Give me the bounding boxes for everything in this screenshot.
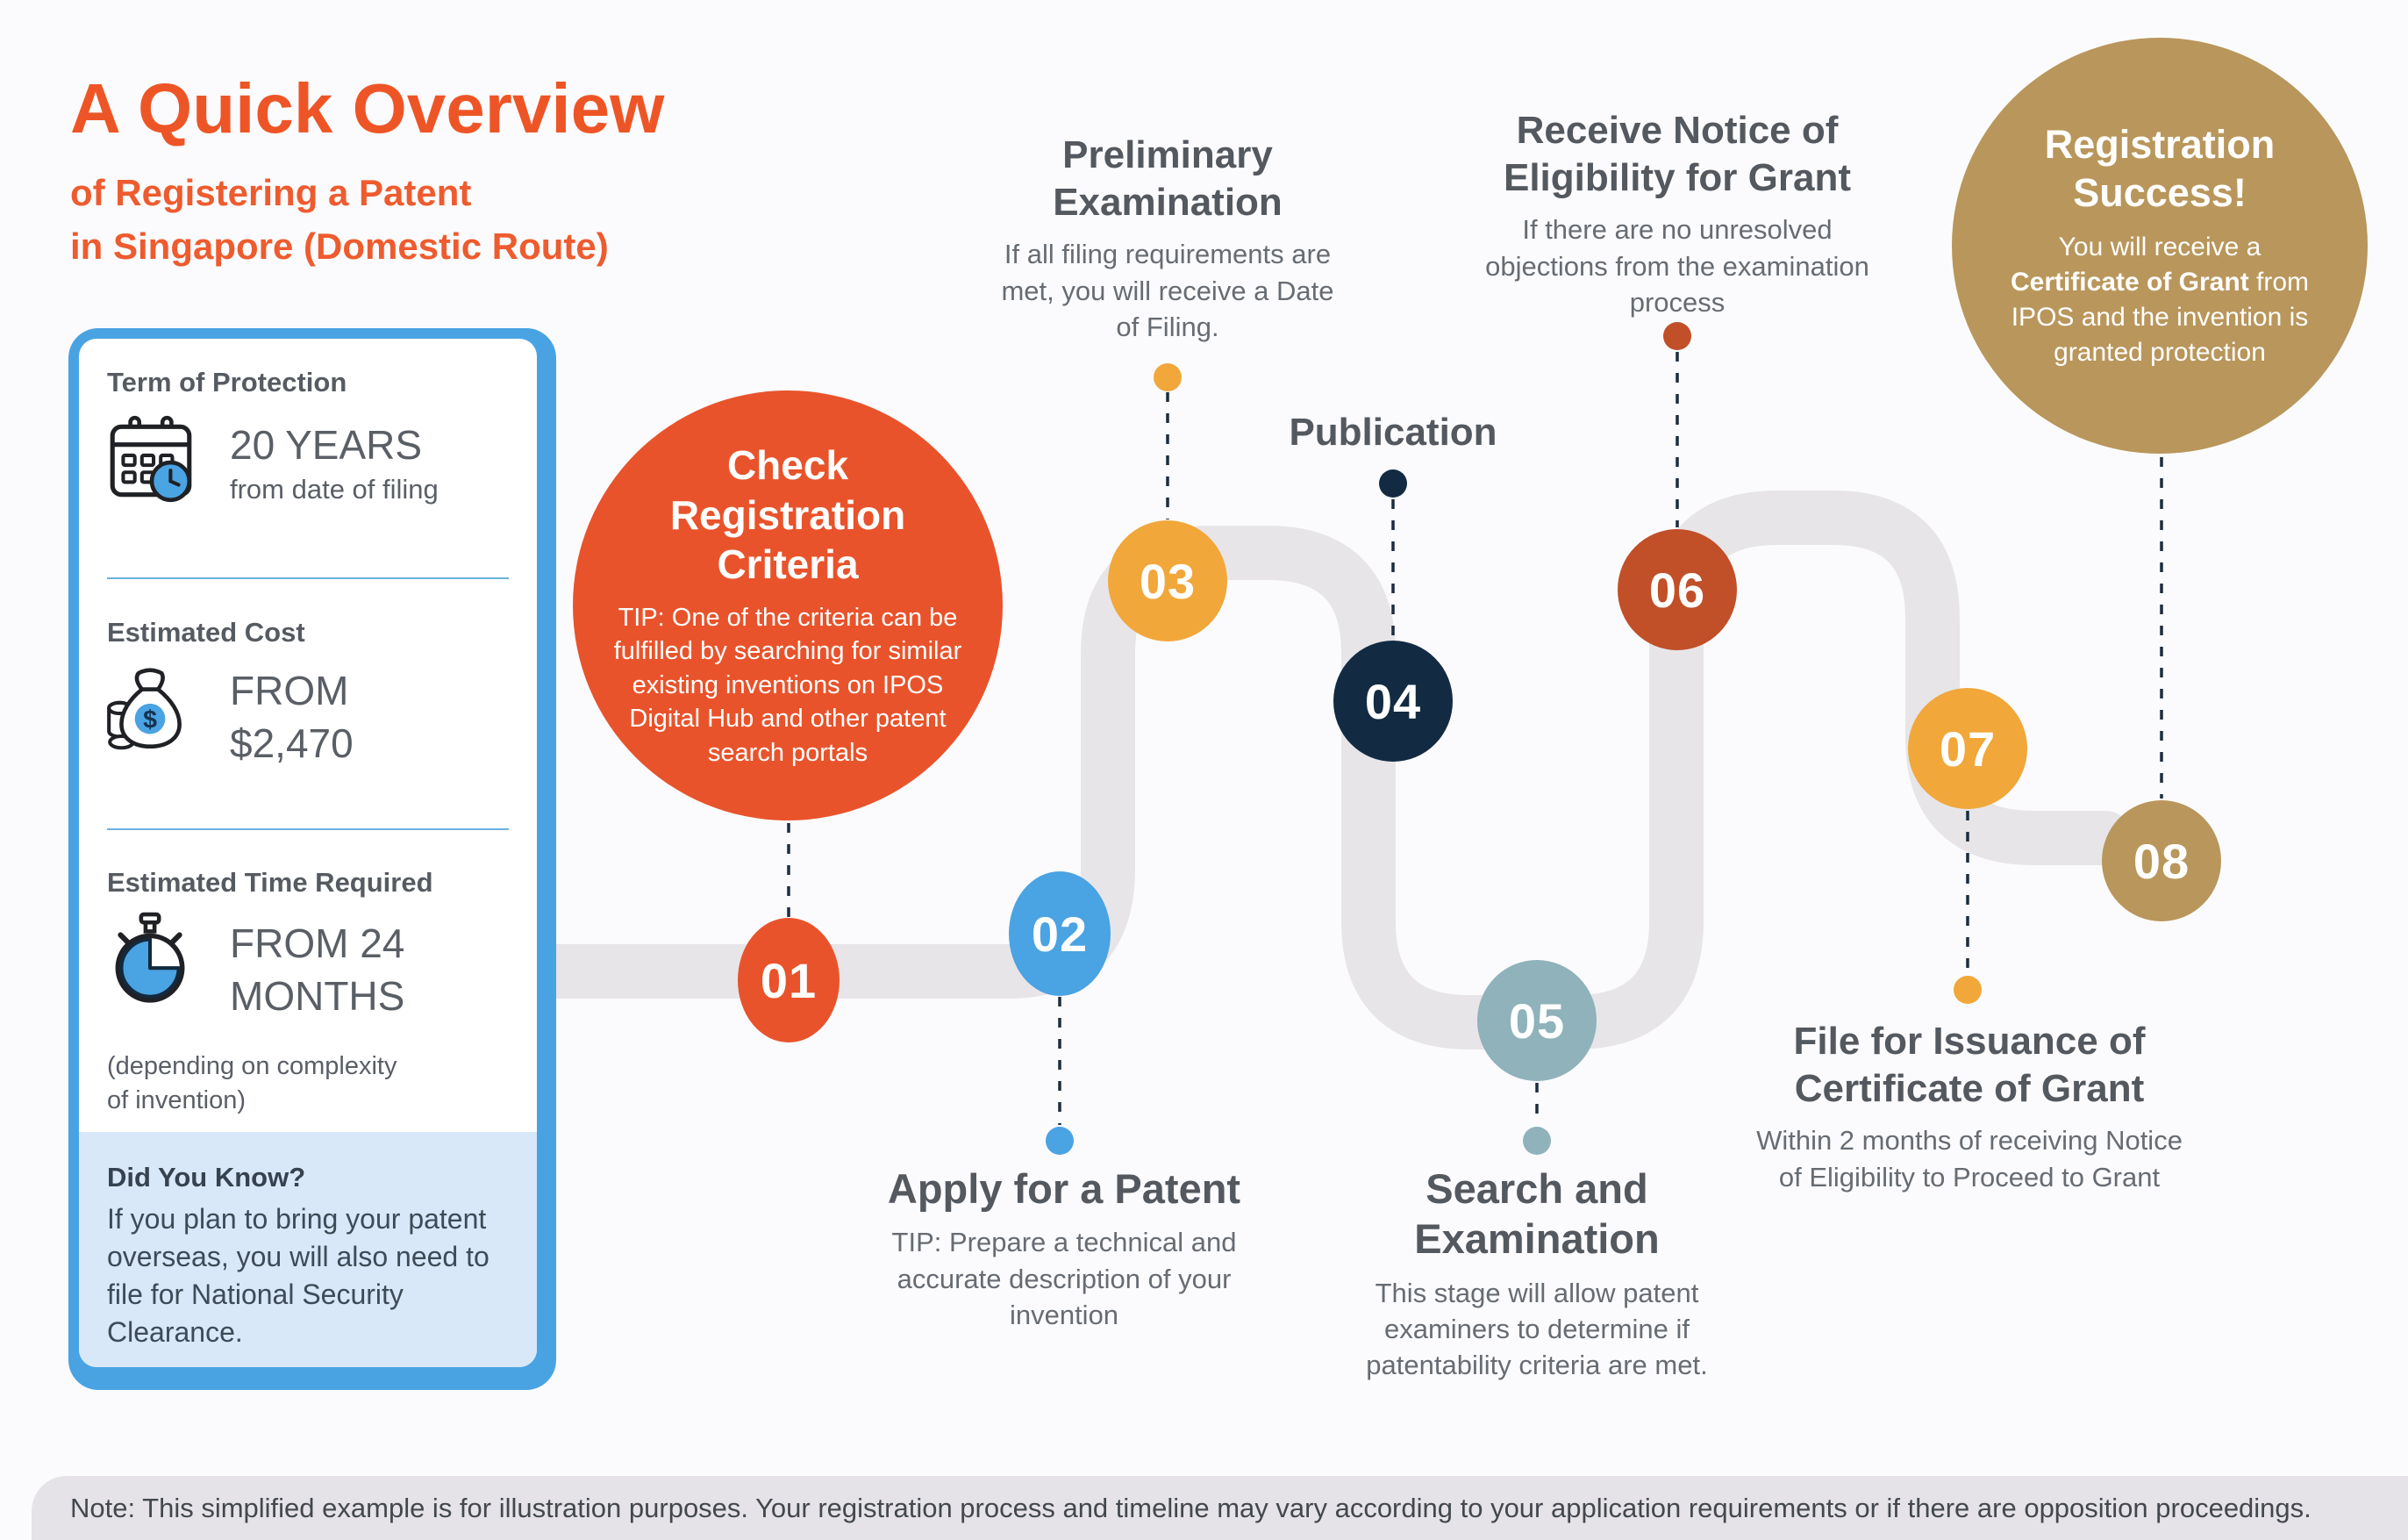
page-subtitle-line2: in Singapore (Domestic Route) [70,225,609,267]
badge-03-number: 03 [1139,553,1197,609]
calendar-clock-icon [102,409,200,511]
badge-08-number: 08 [2133,833,2190,889]
footer-note-bar: Note: This simplified example is for ill… [32,1476,2408,1540]
money-bag-icon: $ [100,660,198,762]
term-years: 20 YEARS [230,422,423,468]
did-you-know-title: Did You Know? [107,1162,306,1193]
step-1-title: Check Registration Criteria [669,442,906,587]
page-subtitle-line1: of Registering a Patent [70,172,472,213]
page-title: A Quick Overview [70,69,665,147]
step-6-title: Receive Notice of Eligibility for Grant [1503,109,1852,199]
step-1-desc: TIP: One of the criteria can be fulfille… [613,603,962,767]
step-8-desc: You will receive a Certificate of Grant … [2007,230,2312,370]
step-8-desc-post: from IPOS and the invention is granted p… [2011,268,2310,367]
time-complexity-note: (depending on complexity of invention) [107,1052,397,1115]
dot-publication [1379,469,1407,498]
step-8-title: Registration Success! [2044,122,2276,216]
step-3-text-block: Preliminary Examination If all filing re… [992,132,1343,345]
badge-06-number: 06 [1648,562,1706,618]
badge-08: 08 [2102,800,2221,921]
term-of-protection-value: 20 YEARS from date of filing [230,419,439,507]
dot-preliminary-examination [1154,363,1182,391]
step-7-title: File for Issuance of Certificate of Gran… [1793,1020,2146,1110]
dot-notice-eligibility [1663,322,1691,350]
step-3-title: Preliminary Examination [1053,133,1283,224]
time-from: FROM 24 [230,920,405,966]
step-6-desc: If there are no unresolved objections fr… [1485,214,1869,318]
step-8-registration-success-circle: Registration Success! You will receive a… [1952,38,2368,454]
estimated-time-label: Estimated Time Required [107,867,433,898]
badge-01-number: 01 [760,952,818,1008]
step-7-desc: Within 2 months of receiving Notice of E… [1756,1125,2183,1193]
step-5-title: Search and Examination [1414,1165,1660,1263]
step-4-title: Publication [1289,411,1497,454]
dot-file-issuance [1954,976,1982,1004]
did-you-know-body: If you plan to bring your patent oversea… [107,1203,489,1348]
step-8-desc-pre: You will receive a [2058,233,2262,262]
step-1-check-registration-circle: Check Registration Criteria TIP: One of … [573,390,1003,820]
cost-from: FROM [230,668,349,713]
step-4-text-block: Publication [1253,409,1533,456]
card-divider [107,577,509,579]
svg-text:$: $ [143,706,157,734]
step-2-desc: TIP: Prepare a technical and accurate de… [891,1227,1237,1330]
badge-04: 04 [1333,641,1453,762]
term-of-protection-label: Term of Protection [107,367,347,398]
badge-01: 01 [738,918,840,1042]
step-8-desc-bold: Certificate of Grant [2010,268,2249,297]
badge-05-number: 05 [1508,992,1566,1049]
did-you-know-panel: Did You Know? If you plan to bring your … [79,1132,537,1367]
badge-07: 07 [1908,688,2027,809]
step-5-desc: This stage will allow patent examiners t… [1366,1277,1708,1381]
badge-04-number: 04 [1364,673,1422,729]
step-3-desc: If all filing requirements are met, you … [1001,239,1334,342]
dot-search-examination [1523,1127,1551,1155]
cost-amount: $2,470 [230,720,354,766]
estimated-cost-label: Estimated Cost [107,617,305,648]
step-2-text-block: Apply for a Patent TIP: Prepare a techni… [862,1164,1266,1333]
step-5-text-block: Search and Examination This stage will a… [1344,1164,1730,1383]
step-6-text-block: Receive Notice of Eligibility for Grant … [1462,107,1892,320]
dot-apply-patent [1046,1127,1074,1155]
badge-03: 03 [1108,520,1227,641]
time-months: MONTHS [230,972,405,1019]
badge-02-number: 02 [1031,906,1089,962]
footer-note-text: Note: This simplified example is for ill… [70,1492,2312,1523]
term-sub: from date of filing [230,473,439,505]
stopwatch-icon [100,909,198,1011]
step-2-title: Apply for a Patent [887,1165,1241,1212]
badge-06: 06 [1618,529,1737,650]
badge-02: 02 [1009,871,1111,996]
estimated-time-value: FROM 24 MONTHS [230,918,404,1023]
page-subtitle: of Registering a Patent in Singapore (Do… [70,167,684,274]
connector-dots [1046,322,1982,1155]
badge-07-number: 07 [1939,720,1997,777]
card-divider [107,828,509,830]
step-7-text-block: File for Issuance of Certificate of Gran… [1741,1018,2197,1195]
badge-05: 05 [1477,960,1597,1081]
dashed-connectors [787,352,2163,1125]
estimated-cost-value: FROM $2,470 [230,665,354,770]
